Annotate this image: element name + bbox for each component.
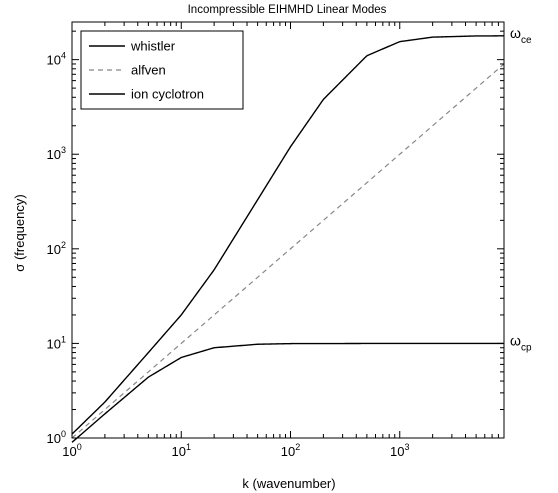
series-line-whistler	[71, 35, 504, 435]
annotations-group: ωce ωcp	[510, 25, 532, 354]
series-line-ion-cyclotron	[71, 342, 504, 443]
series-line-alfven	[71, 63, 505, 439]
legend-label: whistler	[130, 39, 176, 54]
annotation-label: ωcp	[510, 332, 532, 353]
x-tick-label: 100	[62, 442, 81, 459]
legend: whistler alfven ion cyclotron	[80, 30, 244, 110]
y-tick-label: 100	[47, 429, 66, 446]
y-tick-label: 103	[47, 145, 66, 162]
legend-label: ion cyclotron	[131, 87, 204, 102]
x-axis-label: k (wavenumber)	[242, 476, 335, 491]
legend-label: alfven	[131, 63, 166, 78]
y-tick-label: 101	[47, 334, 66, 351]
ticks-group: 100 101 102 103 100 101 102 103 104	[47, 22, 505, 459]
x-tick-label: 103	[390, 442, 409, 459]
plot-frame	[71, 21, 505, 439]
curves-group	[71, 35, 505, 443]
y-tick-label: 102	[47, 240, 66, 257]
y-tick-label: 104	[47, 51, 66, 68]
chart-title: Incompressible EIHMHD Linear Modes	[188, 4, 387, 16]
x-tick-label: 102	[281, 442, 300, 459]
annotation-label: ωce	[510, 25, 532, 46]
x-tick-label: 101	[172, 442, 191, 459]
y-axis-label: σ (frequency)	[12, 194, 27, 271]
